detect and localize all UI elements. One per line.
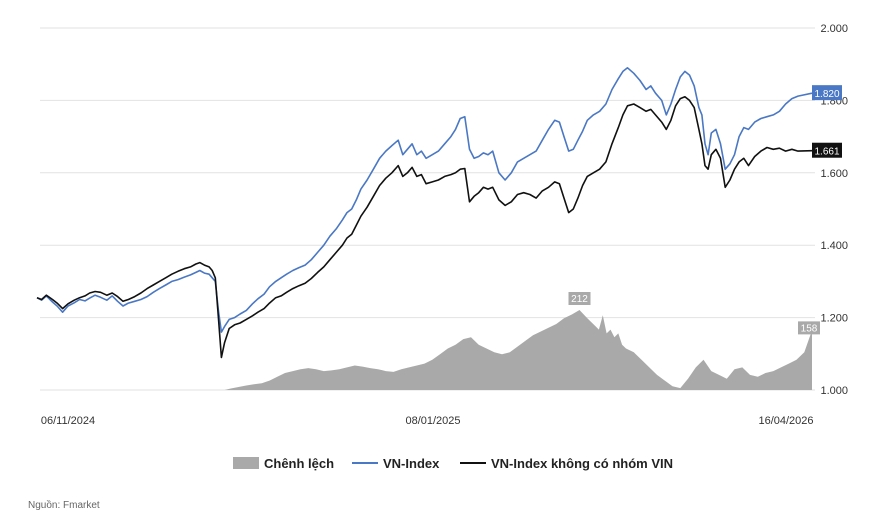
line-series [36,67,813,359]
x-tick-label: 16/04/2026 [758,415,813,427]
legend-item-difference-label: Chênh lệch [264,456,334,471]
y-tick-label: 1.200 [820,313,848,325]
end-labels: 1.820 1.661 [812,85,842,158]
y-tick-label: 2.000 [820,23,848,35]
vn-index-line [36,67,813,333]
vn-index-ex-vin-line [36,96,813,359]
vn-index-ex-vin-end-badge [812,142,842,158]
gridlines [40,27,815,391]
legend-item-difference-swatch [233,457,259,469]
x-tick-label: 06/11/2024 [41,415,95,427]
peak-label: 212 [571,294,588,305]
legend-item-vn-index-label: VN-Index [383,456,440,471]
area-end-label: 158 [801,323,818,334]
vn-index-ex-vin-end-label: 1.661 [814,147,839,158]
difference-area-series: 212 158 [224,292,820,390]
difference-area [224,310,812,390]
peak-badge [568,292,591,305]
y-tick-label: 1.400 [820,240,848,252]
y-tick-label: 1.600 [820,168,848,180]
x-tick-label: 08/01/2025 [405,415,460,427]
vn-index-end-label: 1.820 [814,89,839,100]
legend: Chênh lệch VN-Index VN-Index không có nhóm… [233,456,673,471]
y-tick-label: 1.000 [820,385,848,397]
area-end-badge [798,321,820,335]
legend-item-vn-index-ex-vin-label: VN-Index không có nhóm VIN [491,456,673,471]
source-note: Nguồn: Fmarket [28,499,100,511]
vn-index-end-badge [812,85,842,101]
x-axis-ticks: 06/11/2024 08/01/2025 16/04/2026 [41,415,814,427]
